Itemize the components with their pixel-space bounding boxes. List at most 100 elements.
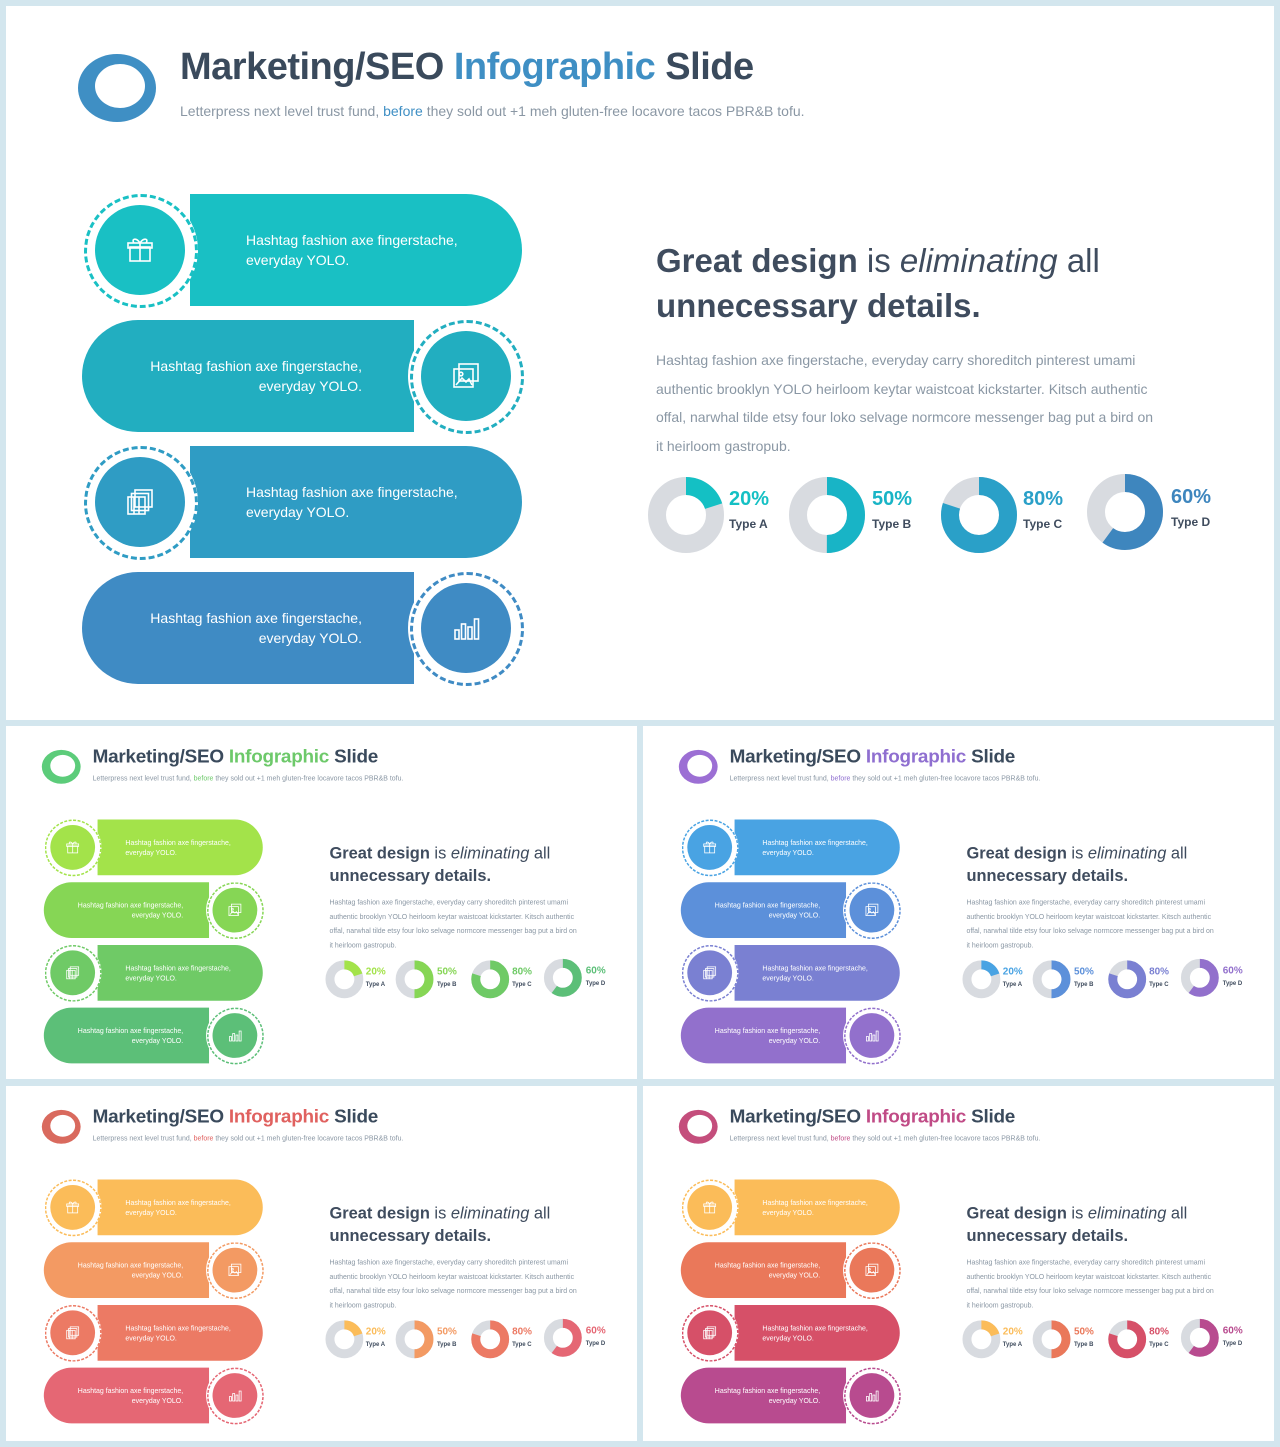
subtitle-text-end: they sold out +1 meh gluten-free locavor… [850,1134,1041,1143]
title-text: Marketing/SEO [729,1105,866,1127]
info-band-2: Hashtag fashion axe fingerstache, everyd… [43,1242,210,1298]
slide-canvas: Marketing/SEO Infographic Slide Letterpr… [643,726,1274,1079]
info-band-1: Hashtag fashion axe fingerstache, everyd… [97,819,263,876]
section-heading: Great design is eliminating all unnecessa… [966,1201,1225,1246]
image-icon [228,1263,242,1276]
stat-type-c: Type C [512,980,532,988]
section-heading: Great design is eliminating all unnecessa… [329,841,588,886]
stat-percent-b: 50% [1073,1325,1094,1337]
donut-chart-type-b [789,477,865,553]
heading-bold-line2: unnecessary details. [656,287,981,324]
gift-icon [703,1201,717,1214]
bar-chart-icon [229,1030,242,1042]
band-badge-3 [680,1303,739,1362]
slide-title: Marketing/SEO Infographic Slide [93,1106,379,1127]
band-badge-4 [206,1006,264,1065]
title-accent-text: Infographic [228,745,330,767]
stat-type-d: Type D [1222,1339,1243,1347]
band-badge-4 [206,1366,264,1425]
info-band-text: Hashtag fashion axe fingerstache, everyd… [125,1323,231,1342]
band-badge-1 [43,1178,102,1237]
info-band-2: Hashtag fashion axe fingerstache, everyd… [680,882,847,938]
logo-ring-icon [41,1109,81,1144]
slide-title: Marketing/SEO Infographic Slide [93,745,379,767]
donut-chart-type-d [543,1318,582,1357]
info-band-text: Hashtag fashion axe fingerstache, everyd… [77,901,184,920]
band-badge-1 [680,818,739,877]
subtitle-text-end: they sold out +1 meh gluten-free locavor… [422,103,805,119]
info-band-text: Hashtag fashion axe fingerstache, everyd… [762,1198,868,1217]
info-band-text: Hashtag fashion axe fingerstache, everyd… [714,1261,821,1280]
stat-percent-c: 80% [1023,488,1064,510]
slide-subtitle: Letterpress next level trust fund, befor… [180,103,805,119]
bar-chart-icon [866,1390,879,1402]
info-band-text: Hashtag fashion axe fingerstache, everyd… [125,1198,231,1217]
band-badge-1 [680,1178,739,1237]
stat-percent-d: 60% [585,964,606,976]
subtitle-accent-text: before [830,774,851,783]
donut-chart-type-d [1180,958,1219,997]
heading-text-end: all [529,843,551,862]
title-accent-text: Infographic [453,46,656,88]
heading-text: is [857,242,900,279]
donut-chart-type-b [1032,1320,1071,1359]
donut-chart-type-b [1032,960,1071,999]
stat-percent-a: 20% [729,488,770,510]
slide-main-teal: Marketing/SEO Infographic Slide Letterpr… [6,6,1274,720]
stat-percent-c: 80% [512,1325,533,1337]
info-band-1: Hashtag fashion axe fingerstache, everyd… [734,1179,900,1236]
info-band-text: Hashtag fashion axe fingerstache, everyd… [77,1386,184,1405]
heading-bold: Great design [656,242,858,279]
info-band-text: Hashtag fashion axe fingerstache, everyd… [77,1261,184,1280]
title-text: Marketing/SEO [180,46,454,88]
info-band-text: Hashtag fashion axe fingerstache, everyd… [77,1026,184,1045]
info-band-3: Hashtag fashion axe fingerstache, everyd… [97,1304,263,1361]
stat-type-a: Type A [365,980,386,988]
heading-bold-line2: unnecessary details. [329,1225,492,1245]
heading-text-end: all [1057,242,1100,279]
section-heading: Great design is eliminating all unnecessa… [329,1201,588,1246]
donut-chart-type-c [1108,960,1147,999]
stat-type-c: Type C [1023,517,1063,531]
section-heading: Great design is eliminating all unnecessa… [966,841,1225,886]
slide-title: Marketing/SEO Infographic Slide [729,745,1016,767]
stat-type-a: Type A [729,517,768,531]
subtitle-accent-text: before [193,774,214,783]
heading-bold: Great design [966,843,1067,862]
subtitle-accent-text: before [830,1134,851,1143]
info-band-text: Hashtag fashion axe fingerstache, everyd… [150,358,362,394]
heading-italic: eliminating [899,242,1058,279]
stat-percent-b: 50% [436,1325,457,1337]
donut-chart-type-c [471,1320,510,1359]
heading-text-end: all [529,1203,551,1222]
subtitle-text: Letterpress next level trust fund, [92,1134,194,1143]
slide-subtitle: Letterpress next level trust fund, befor… [93,774,404,782]
stat-type-c: Type C [1149,980,1169,988]
bar-chart-icon [454,618,480,640]
band-badge-3 [82,444,198,560]
heading-text: is [1066,1203,1088,1222]
gallery-icon [703,1326,717,1340]
gallery-icon [127,489,153,515]
stat-percent-c: 80% [1149,1325,1170,1337]
stat-type-d: Type D [585,1339,606,1347]
heading-bold-line2: unnecessary details. [966,1225,1129,1245]
info-band-text: Hashtag fashion axe fingerstache, everyd… [714,1386,821,1405]
slide-subtitle: Letterpress next level trust fund, befor… [730,1134,1041,1142]
stat-percent-b: 50% [436,965,457,977]
gallery-icon [703,966,717,980]
gift-icon [127,238,153,262]
bar-chart-icon [866,1030,879,1042]
band-badge-2 [408,318,524,434]
stat-percent-c: 80% [512,965,533,977]
stat-percent-b: 50% [1073,965,1094,977]
donut-chart-type-c [941,477,1017,553]
donut-chart-type-c [471,960,510,999]
title-text: Marketing/SEO [729,745,866,767]
stat-percent-d: 60% [1222,964,1243,976]
slide-variant-orange-red: Marketing/SEO Infographic Slide Letterpr… [6,1086,637,1441]
heading-italic: eliminating [1087,843,1167,862]
subtitle-text-end: they sold out +1 meh gluten-free locavor… [213,1134,404,1143]
subtitle-text: Letterpress next level trust fund, [729,1134,831,1143]
heading-text-end: all [1166,843,1188,862]
